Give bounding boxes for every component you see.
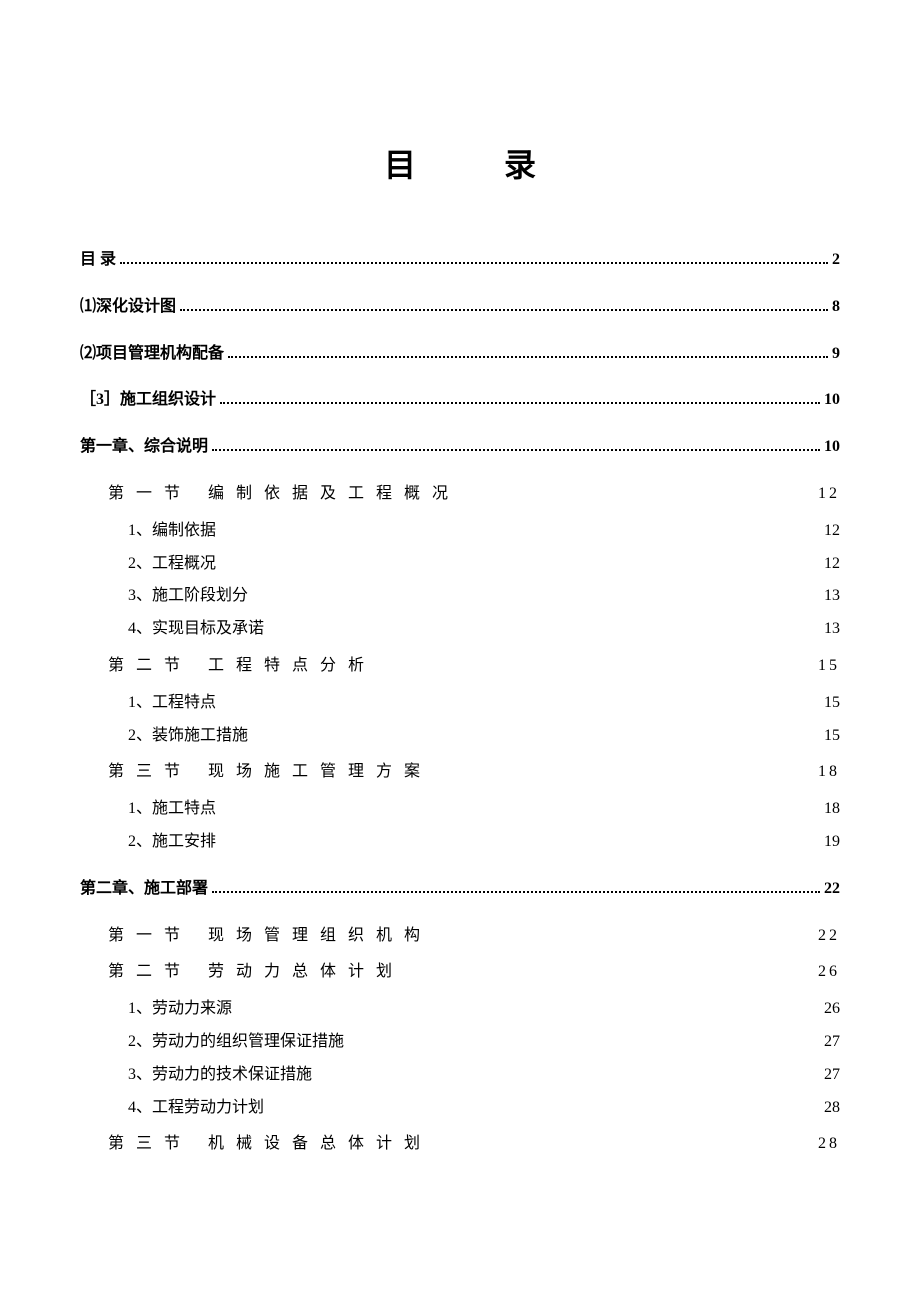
- toc-label: 第二节 工程特点分析: [108, 652, 376, 681]
- toc-page-number: 28: [824, 1094, 840, 1123]
- toc-page-number: 8: [832, 293, 840, 322]
- toc-label: 第一节 现场管理组织机构: [108, 922, 432, 951]
- toc-leader: [228, 345, 828, 358]
- toc-page-number: 9: [832, 340, 840, 369]
- toc-page-number: 15: [824, 722, 840, 751]
- toc-entry: 第二章、施工部署 22: [80, 875, 840, 904]
- toc-label: 1、劳动力来源: [128, 995, 232, 1024]
- toc-page-number: 13: [824, 582, 840, 611]
- toc-entry: 2、工程概况 12: [80, 550, 840, 579]
- toc-entry: ⑵项目管理机构配备 9: [80, 340, 840, 369]
- toc-entry: 第一节 编制依据及工程概况 12: [80, 480, 840, 509]
- toc-entry: 2、劳动力的组织管理保证措施 27: [80, 1028, 840, 1057]
- toc-page-number: 12: [824, 517, 840, 546]
- toc-entry: 3、施工阶段划分 13: [80, 582, 840, 611]
- toc-label: 第二章、施工部署: [80, 875, 208, 904]
- toc-entry: 第一章、综合说明 10: [80, 433, 840, 462]
- toc-page-number: 13: [824, 615, 840, 644]
- toc-entry: 1、劳动力来源 26: [80, 995, 840, 1024]
- toc-entry: ［3］施工组织设计 10: [80, 386, 840, 415]
- toc-page-number: 22: [824, 875, 840, 904]
- toc-page-number: 10: [824, 386, 840, 415]
- toc-leader: [120, 251, 828, 264]
- toc-page-number: 12: [824, 550, 840, 579]
- toc-label: 3、劳动力的技术保证措施: [128, 1061, 312, 1090]
- toc-entry: 2、施工安排 19: [80, 828, 840, 857]
- toc-page-number: 26: [824, 995, 840, 1024]
- toc-page-number: 12: [818, 480, 840, 509]
- toc-label: 第三节 现场施工管理方案: [108, 758, 432, 787]
- toc-page-number: 28: [818, 1130, 840, 1159]
- toc-label: 2、劳动力的组织管理保证措施: [128, 1028, 344, 1057]
- toc-label: 3、施工阶段划分: [128, 582, 248, 611]
- toc-leader: [180, 298, 828, 311]
- toc-page-number: 10: [824, 433, 840, 462]
- toc-label: 4、实现目标及承诺: [128, 615, 264, 644]
- toc-entry: 1、编制依据 12: [80, 517, 840, 546]
- toc-label: 目 录: [80, 246, 116, 275]
- toc-entry: 第二节 劳动力总体计划 26: [80, 958, 840, 987]
- toc-entry: 第三节 现场施工管理方案 18: [80, 758, 840, 787]
- toc-page-number: 15: [824, 689, 840, 718]
- toc-page-number: 18: [818, 758, 840, 787]
- toc-entry: 第二节 工程特点分析 15: [80, 652, 840, 681]
- table-of-contents: 目 录2⑴深化设计图8⑵项目管理机构配备9［3］施工组织设计10第一章、综合说明…: [80, 246, 840, 1159]
- toc-page-number: 15: [818, 652, 840, 681]
- toc-leader: [212, 438, 820, 451]
- toc-entry: 第一节 现场管理组织机构 22: [80, 922, 840, 951]
- toc-page-number: 27: [824, 1028, 840, 1057]
- toc-label: ⑵项目管理机构配备: [80, 340, 224, 369]
- toc-page-number: 19: [824, 828, 840, 857]
- toc-entry: 目 录 2: [80, 246, 840, 275]
- toc-page-number: 27: [824, 1061, 840, 1090]
- toc-entry: 4、实现目标及承诺 13: [80, 615, 840, 644]
- toc-entry: 1、工程特点 15: [80, 689, 840, 718]
- toc-label: 2、施工安排: [128, 828, 216, 857]
- toc-label: ［3］施工组织设计: [80, 386, 216, 415]
- toc-entry: ⑴深化设计图 8: [80, 293, 840, 322]
- toc-label: ⑴深化设计图: [80, 293, 176, 322]
- page-title: 目 录: [80, 140, 840, 186]
- toc-label: 第三节 机械设备总体计划: [108, 1130, 432, 1159]
- toc-entry: 2、装饰施工措施 15: [80, 722, 840, 751]
- toc-label: 第一章、综合说明: [80, 433, 208, 462]
- toc-leader: [212, 880, 820, 893]
- toc-label: 1、工程特点: [128, 689, 216, 718]
- toc-entry: 3、劳动力的技术保证措施 27: [80, 1061, 840, 1090]
- toc-label: 2、工程概况: [128, 550, 216, 579]
- toc-page-number: 2: [832, 246, 840, 275]
- toc-page-number: 18: [824, 795, 840, 824]
- toc-label: 1、施工特点: [128, 795, 216, 824]
- toc-label: 2、装饰施工措施: [128, 722, 248, 751]
- toc-entry: 1、施工特点 18: [80, 795, 840, 824]
- toc-entry: 4、工程劳动力计划 28: [80, 1094, 840, 1123]
- toc-label: 4、工程劳动力计划: [128, 1094, 264, 1123]
- toc-page-number: 26: [818, 958, 840, 987]
- toc-entry: 第三节 机械设备总体计划 28: [80, 1130, 840, 1159]
- toc-page-number: 22: [818, 922, 840, 951]
- toc-label: 1、编制依据: [128, 517, 216, 546]
- toc-label: 第一节 编制依据及工程概况: [108, 480, 460, 509]
- toc-label: 第二节 劳动力总体计划: [108, 958, 404, 987]
- toc-leader: [220, 392, 820, 405]
